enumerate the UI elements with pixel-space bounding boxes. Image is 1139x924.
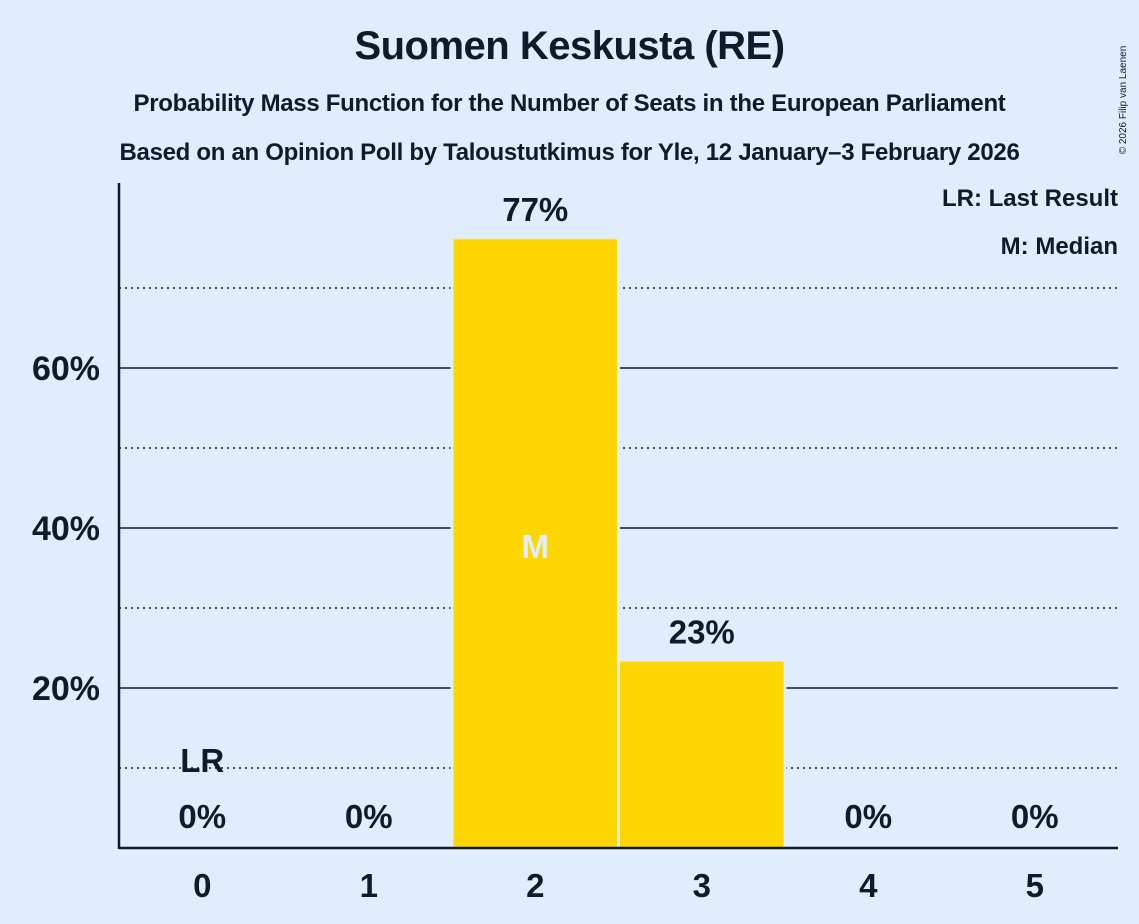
value-label: 0% <box>178 798 226 835</box>
chart-subtitle: Probability Mass Function for the Number… <box>133 90 1006 117</box>
chart-title: Suomen Keskusta (RE) <box>354 24 785 68</box>
x-tick-label: 4 <box>859 867 878 904</box>
bar-seats-3 <box>620 661 784 848</box>
legend-median: M: Median <box>1000 233 1118 260</box>
value-label: 0% <box>1011 798 1059 835</box>
x-tick-label: 2 <box>526 867 544 904</box>
bar-seats-2 <box>453 239 617 848</box>
median-marker: M <box>522 528 550 565</box>
value-label: 77% <box>502 191 568 228</box>
x-tick-label: 1 <box>360 867 378 904</box>
x-tick-label: 5 <box>1026 867 1044 904</box>
value-label: 0% <box>345 798 393 835</box>
legend-last-result: LR: Last Result <box>941 185 1118 212</box>
y-tick-label: 60% <box>32 350 100 388</box>
last-result-marker: LR <box>180 742 224 779</box>
y-tick-label: 40% <box>32 510 100 548</box>
chart-source: Based on an Opinion Poll by Taloustutkim… <box>119 139 1020 166</box>
value-label: 23% <box>669 614 735 651</box>
y-tick-label: 20% <box>32 670 100 708</box>
value-label: 0% <box>844 798 892 835</box>
x-tick-label: 0 <box>193 867 211 904</box>
x-tick-label: 3 <box>693 867 711 904</box>
